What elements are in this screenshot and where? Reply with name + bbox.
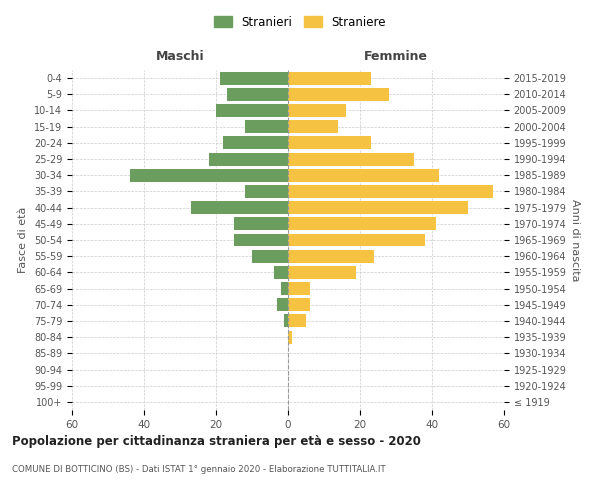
Bar xyxy=(288,152,414,166)
Bar xyxy=(245,120,288,133)
Bar xyxy=(288,218,436,230)
Text: Maschi: Maschi xyxy=(155,50,205,63)
Bar xyxy=(234,234,288,246)
Bar xyxy=(223,136,288,149)
Bar xyxy=(288,104,346,117)
Bar xyxy=(288,250,374,262)
Bar xyxy=(252,250,288,262)
Y-axis label: Anni di nascita: Anni di nascita xyxy=(571,198,580,281)
Y-axis label: Fasce di età: Fasce di età xyxy=(19,207,28,273)
Bar xyxy=(288,88,389,101)
Bar xyxy=(227,88,288,101)
Bar xyxy=(288,169,439,181)
Bar xyxy=(130,169,288,181)
Bar xyxy=(288,266,356,279)
Bar xyxy=(288,282,310,295)
Bar xyxy=(288,201,468,214)
Bar xyxy=(288,298,310,311)
Text: Popolazione per cittadinanza straniera per età e sesso - 2020: Popolazione per cittadinanza straniera p… xyxy=(12,435,421,448)
Bar xyxy=(284,314,288,328)
Bar xyxy=(288,136,371,149)
Bar xyxy=(288,330,292,344)
Bar xyxy=(274,266,288,279)
Bar xyxy=(209,152,288,166)
Text: Femmine: Femmine xyxy=(364,50,428,63)
Bar xyxy=(288,120,338,133)
Bar xyxy=(277,298,288,311)
Bar xyxy=(220,72,288,85)
Legend: Stranieri, Straniere: Stranieri, Straniere xyxy=(209,11,391,34)
Bar xyxy=(288,185,493,198)
Bar xyxy=(288,234,425,246)
Bar xyxy=(234,218,288,230)
Bar xyxy=(216,104,288,117)
Bar xyxy=(288,314,306,328)
Bar xyxy=(191,201,288,214)
Bar xyxy=(281,282,288,295)
Bar xyxy=(245,185,288,198)
Text: COMUNE DI BOTTICINO (BS) - Dati ISTAT 1° gennaio 2020 - Elaborazione TUTTITALIA.: COMUNE DI BOTTICINO (BS) - Dati ISTAT 1°… xyxy=(12,465,386,474)
Bar xyxy=(288,72,371,85)
